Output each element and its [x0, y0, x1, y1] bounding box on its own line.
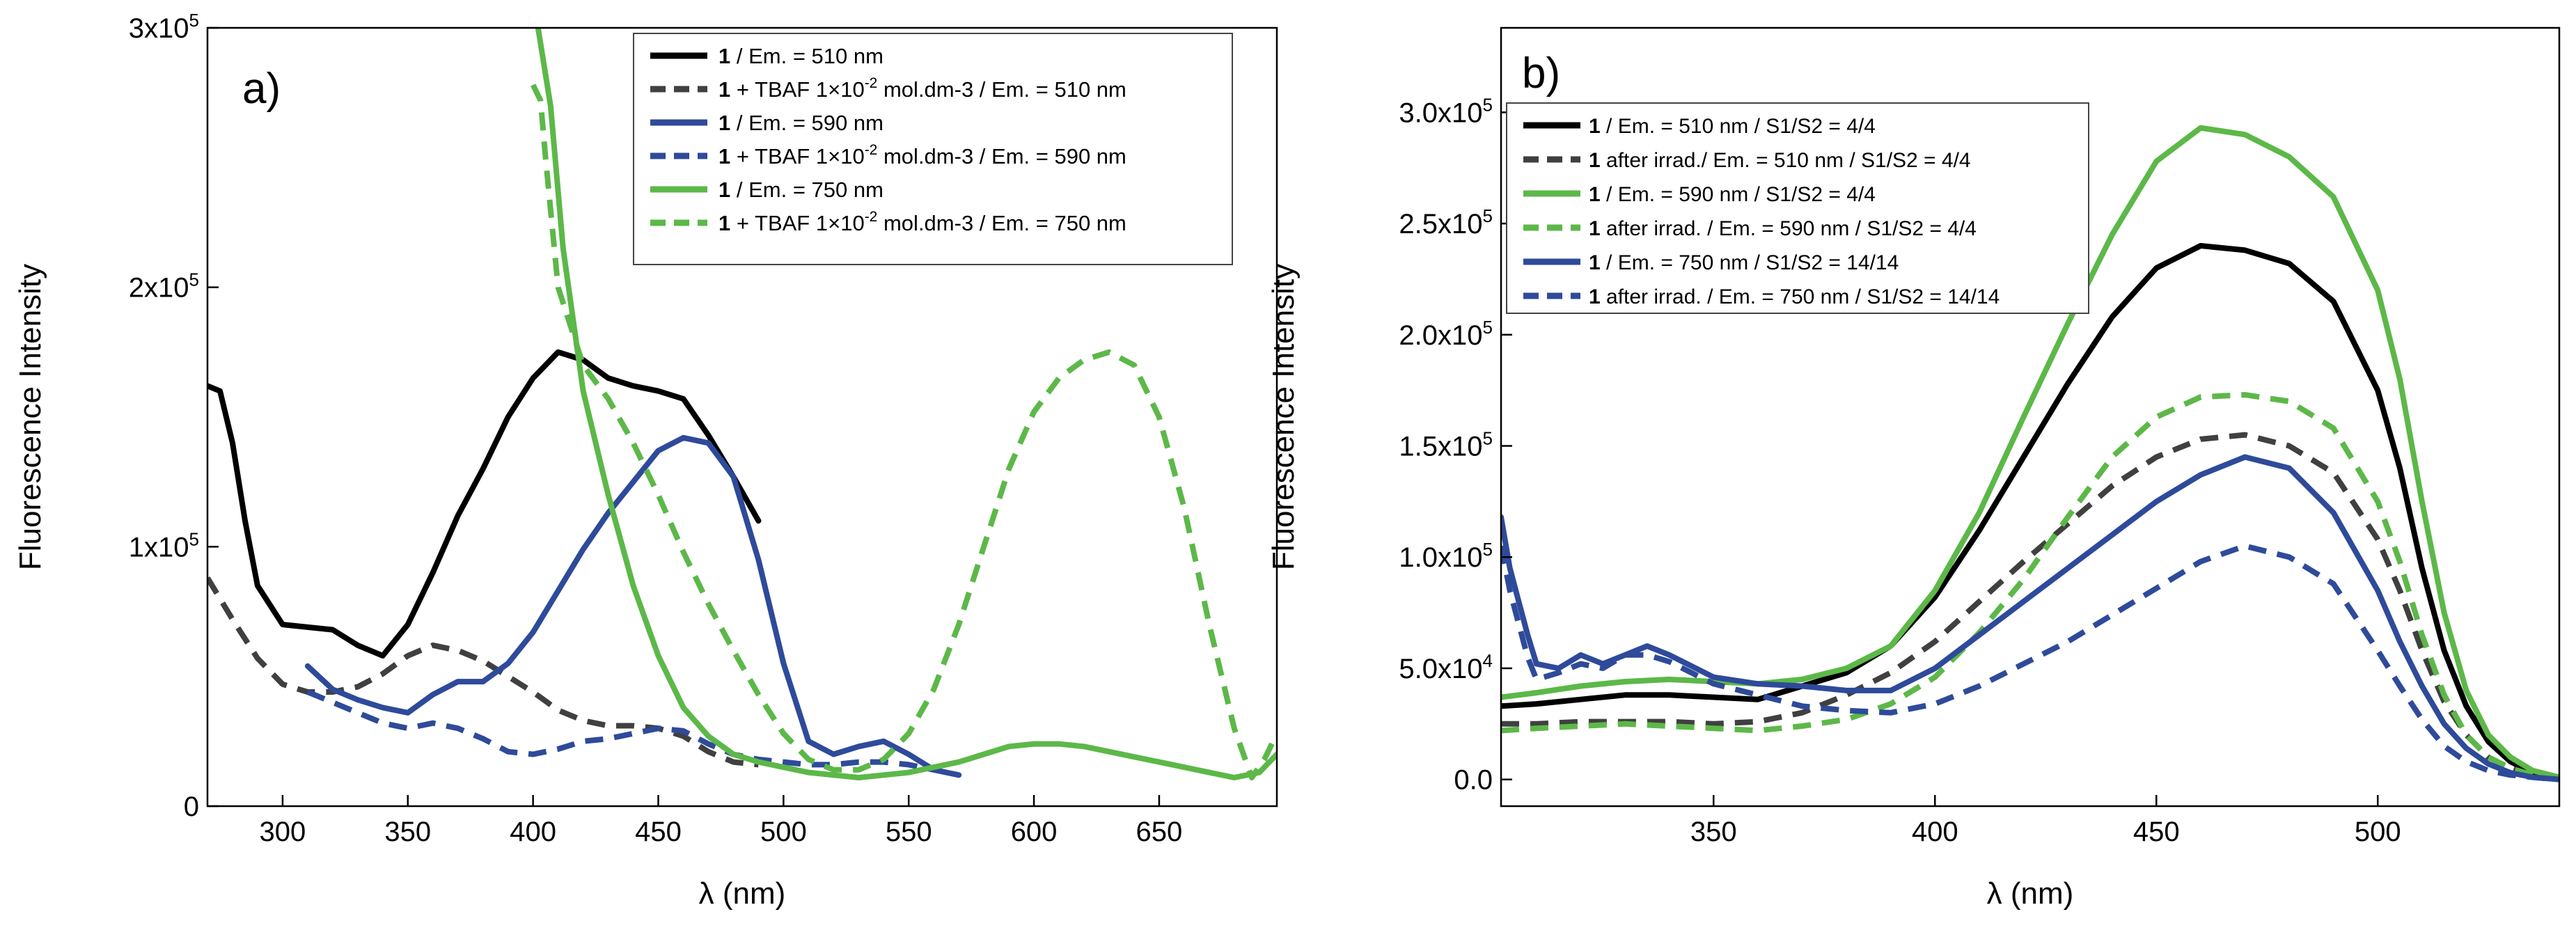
series-line-4 — [306, 689, 935, 773]
legend-entry-label: 1 after irrad./ Em. = 510 nm / S1/S2 = 4… — [1589, 149, 1971, 172]
plot-frame — [1500, 26, 2561, 808]
y-tick-label: 5.0x104 — [1399, 650, 1493, 684]
legend-compound: 1 — [718, 77, 730, 102]
legend-entry-label: 1 after irrad. / Em. = 590 nm / S1/S2 = … — [1589, 217, 1977, 240]
x-tick-label: 350 — [1690, 817, 1737, 847]
y-tick-label: 2.5x105 — [1399, 205, 1493, 239]
legend-compound: 1 — [718, 178, 730, 202]
y-axis-title: Fluorescence Intensity — [13, 264, 47, 570]
x-tick-label: 300 — [260, 817, 306, 847]
legend-tail: mol.dm-3 / Em. = 750 nm — [877, 211, 1126, 235]
legend-compound: 1 — [718, 111, 730, 135]
y-axis-title: Fluorescence Intensity — [1266, 264, 1301, 570]
y-tick-label: 1.0x105 — [1399, 539, 1493, 573]
legend-compound: 1 — [718, 211, 730, 235]
y-tick-label: 2x105 — [129, 269, 199, 304]
legend-entry-label: 1 / Em. = 750 nm — [718, 178, 883, 202]
legend-compound: 1 — [718, 144, 730, 168]
x-tick-label: 450 — [2133, 817, 2180, 847]
legend-entry-label: 1 / Em. = 510 nm / S1/S2 = 4/4 — [1589, 115, 1876, 138]
panel-label: b) — [1522, 49, 1560, 97]
legend-entry-label: 1 + TBAF 1×10-2 mol.dm-3 / Em. = 750 nm — [718, 209, 1126, 235]
legend-compound: 1 — [1589, 115, 1601, 138]
x-axis-title: λ (nm) — [1987, 876, 2074, 911]
y-tick-exponent: 5 — [189, 269, 199, 290]
legend-entry-label: 1 / Em. = 590 nm — [718, 111, 883, 135]
series-group — [207, 28, 1277, 780]
series-group — [1501, 125, 2559, 782]
x-tick-label: 600 — [1011, 817, 1058, 847]
series-line-3 — [304, 434, 962, 778]
panel-label: a) — [242, 65, 281, 113]
y-tick-exponent: 5 — [189, 10, 199, 31]
y-tick-label: 3x105 — [129, 10, 199, 44]
legend-exponent: -2 — [865, 75, 878, 91]
series-line-1 — [1501, 243, 2559, 782]
y-tick-label: 0 — [184, 792, 199, 822]
x-tick-label: 400 — [1912, 817, 1958, 847]
legend-exponent: -2 — [865, 209, 878, 225]
x-tick-label: 500 — [760, 817, 807, 847]
series-line-2 — [207, 576, 759, 768]
y-tick-exponent: 5 — [1483, 94, 1493, 115]
x-tick-label: 400 — [510, 817, 556, 847]
x-tick-label: 550 — [886, 817, 932, 847]
x-tick-label: 500 — [2355, 817, 2401, 847]
plot-frame — [206, 26, 1278, 808]
series-line-6 — [1501, 543, 2559, 782]
y-tick-label: 1x105 — [129, 528, 199, 563]
legend-compound: 1 — [1589, 149, 1601, 172]
legend-exponent: -2 — [865, 142, 878, 158]
legend: 1 / Em. = 510 nm / S1/S2 = 4/4 1 after ir… — [1506, 102, 2089, 314]
series-line-5 — [1501, 454, 2559, 782]
legend-box — [633, 33, 1233, 265]
y-tick-exponent: 5 — [1483, 428, 1493, 449]
legend-compound: 1 — [1589, 183, 1601, 206]
x-axis-title: λ (nm) — [699, 876, 786, 911]
legend-entry-label: 1 / Em. = 750 nm / S1/S2 = 14/14 — [1589, 251, 1899, 274]
x-tick-label: 350 — [384, 817, 431, 847]
y-tick-exponent: 5 — [1483, 317, 1493, 338]
series-line-6 — [530, 84, 1277, 780]
legend-entry-label: 1 after irrad. / Em. = 750 nm / S1/S2 = … — [1589, 285, 2000, 308]
legend-entry-label: 1 + TBAF 1×10-2 mol.dm-3 / Em. = 510 nm — [718, 75, 1126, 102]
legend-compound: 1 — [718, 44, 730, 68]
y-tick-exponent: 5 — [1483, 205, 1493, 226]
legend-box — [1506, 102, 2089, 314]
series-line-1 — [207, 349, 762, 659]
legend-entry-label: 1 + TBAF 1×10-2 mol.dm-3 / Em. = 590 nm — [718, 142, 1126, 168]
series-line-5 — [535, 28, 1277, 780]
legend-compound: 1 — [1589, 251, 1601, 274]
y-tick-label: 3.0x105 — [1399, 94, 1493, 128]
series-line-3 — [1501, 125, 2559, 780]
legend-entry-label: 1 / Em. = 590 nm / S1/S2 = 4/4 — [1589, 183, 1876, 206]
y-tick-label: 2.0x105 — [1399, 317, 1493, 351]
panel-b: 350 400 450 500 0.0 5.0x104 1.0x105 1.5x105 2.0x… — [1266, 26, 2561, 911]
x-tick-label: 650 — [1136, 817, 1183, 847]
y-tick-label: 1.5x105 — [1399, 428, 1493, 462]
legend-entry-label: 1 / Em. = 510 nm — [718, 44, 883, 68]
y-tick-label: 0.0 — [1454, 765, 1493, 796]
legend: 1 / Em. = 510 nm 1 + TBAF 1×10-2 mol.dm-3… — [633, 33, 1233, 265]
panel-a: 300 350 400 450 500 550 600 650 0 1x105 2x105 3x105… — [13, 10, 1278, 911]
legend-tail: mol.dm-3 / Em. = 590 nm — [877, 144, 1126, 168]
x-tick-label: 450 — [635, 817, 682, 847]
y-tick-exponent: 5 — [189, 528, 199, 549]
legend-compound: 1 — [1589, 285, 1601, 308]
y-tick-exponent: 5 — [1483, 539, 1493, 560]
legend-compound: 1 — [1589, 217, 1601, 240]
y-tick-exponent: 4 — [1483, 650, 1493, 671]
legend-tail: mol.dm-3 / Em. = 510 nm — [877, 77, 1126, 102]
